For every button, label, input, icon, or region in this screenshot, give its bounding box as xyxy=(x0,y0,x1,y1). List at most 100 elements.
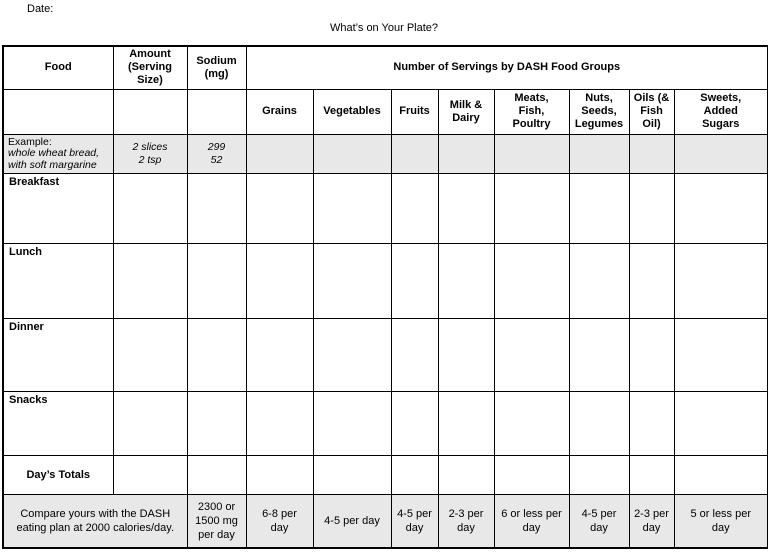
blank-cell xyxy=(437,455,495,496)
blank-cell xyxy=(245,243,314,320)
blank-cell xyxy=(628,391,675,457)
blank-cell xyxy=(245,391,314,457)
group-header-vegetables: Vegetables xyxy=(312,88,392,135)
blank-cell xyxy=(673,133,768,175)
blank-cell xyxy=(245,133,314,175)
blank-cell xyxy=(112,318,188,393)
blank-cell xyxy=(673,318,768,393)
blank-cell xyxy=(568,455,630,496)
blank-cell xyxy=(437,318,495,393)
blank-cell xyxy=(437,391,495,457)
group-header-oils: Oils (& Fish Oil) xyxy=(628,88,675,135)
blank-cell xyxy=(390,318,439,393)
blank-cell xyxy=(312,391,392,457)
blank-cell xyxy=(628,455,675,496)
blank-cell xyxy=(493,455,570,496)
header-servings-group: Number of Servings by DASH Food Groups xyxy=(245,45,768,90)
dash-worksheet-table: Food Amount (Serving Size) Sodium (mg) N… xyxy=(2,45,768,549)
header-row-groups: Grains Vegetables Fruits Milk & Dairy Me… xyxy=(2,88,768,135)
example-sodium-cell: 299 52 xyxy=(186,133,247,175)
meal-row-lunch: Lunch xyxy=(2,243,768,320)
blank-cell xyxy=(628,173,675,245)
blank-cell xyxy=(390,133,439,175)
blank-cell xyxy=(628,243,675,320)
blank-cell xyxy=(312,455,392,496)
date-label: Date: xyxy=(27,3,54,15)
blank-cell xyxy=(312,243,392,320)
blank-cell xyxy=(493,133,570,175)
blank-cell xyxy=(312,173,392,245)
group-header-sweets: Sweets, Added Sugars xyxy=(673,88,768,135)
blank-cell xyxy=(568,391,630,457)
footer-target-milk-dairy: 2-3 per day xyxy=(437,494,495,549)
header-spacer-amount xyxy=(112,88,188,135)
footer-target-oils: 2-3 per day xyxy=(628,494,675,549)
group-header-milk-dairy: Milk & Dairy xyxy=(437,88,495,135)
blank-cell xyxy=(673,243,768,320)
blank-cell xyxy=(568,318,630,393)
blank-cell xyxy=(673,455,768,496)
meal-row-snacks: Snacks xyxy=(2,391,768,457)
totals-row: Day’s Totals xyxy=(2,455,768,496)
meal-label-breakfast: Breakfast xyxy=(2,173,114,245)
blank-cell xyxy=(673,173,768,245)
header-row-main: Food Amount (Serving Size) Sodium (mg) N… xyxy=(2,45,768,90)
blank-cell xyxy=(186,455,247,496)
blank-cell xyxy=(568,133,630,175)
meal-label-dinner: Dinner xyxy=(2,318,114,393)
blank-cell xyxy=(245,455,314,496)
header-food: Food xyxy=(2,45,114,90)
group-header-fruits: Fruits xyxy=(390,88,439,135)
meal-label-snacks: Snacks xyxy=(2,391,114,457)
blank-cell xyxy=(437,173,495,245)
blank-cell xyxy=(628,318,675,393)
blank-cell xyxy=(245,318,314,393)
example-row: Example: whole wheat bread, with soft ma… xyxy=(2,133,768,175)
blank-cell xyxy=(493,243,570,320)
blank-cell xyxy=(390,243,439,320)
example-food-cell: Example: whole wheat bread, with soft ma… xyxy=(2,133,114,175)
footer-target-grains: 6-8 per day xyxy=(245,494,314,549)
blank-cell xyxy=(673,391,768,457)
blank-cell xyxy=(186,173,247,245)
footer-target-meats: 6 or less per day xyxy=(493,494,570,549)
example-label: Example: xyxy=(8,135,52,148)
blank-cell xyxy=(437,133,495,175)
group-header-nuts: Nuts, Seeds, Legumes xyxy=(568,88,630,135)
header-spacer-food xyxy=(2,88,114,135)
blank-cell xyxy=(112,173,188,245)
blank-cell xyxy=(186,318,247,393)
blank-cell xyxy=(390,173,439,245)
blank-cell xyxy=(628,133,675,175)
blank-cell xyxy=(312,318,392,393)
blank-cell xyxy=(112,455,188,496)
blank-cell xyxy=(245,173,314,245)
footer-sodium-target: 2300 or 1500 mg per day xyxy=(186,494,247,549)
footer-target-vegetables: 4-5 per day xyxy=(312,494,392,549)
meal-label-lunch: Lunch xyxy=(2,243,114,320)
blank-cell xyxy=(493,173,570,245)
footer-row: Compare yours with the DASH eating plan … xyxy=(2,494,768,549)
header-spacer-sodium xyxy=(186,88,247,135)
blank-cell xyxy=(186,391,247,457)
group-header-meats: Meats, Fish, Poultry xyxy=(493,88,570,135)
group-header-grains: Grains xyxy=(245,88,314,135)
footer-target-sweets: 5 or less per day xyxy=(673,494,768,549)
header-amount: Amount (Serving Size) xyxy=(112,45,188,90)
blank-cell xyxy=(312,133,392,175)
blank-cell xyxy=(112,391,188,457)
blank-cell xyxy=(493,318,570,393)
footer-target-fruits: 4-5 per day xyxy=(390,494,439,549)
blank-cell xyxy=(186,243,247,320)
example-amount-cell: 2 slices 2 tsp xyxy=(112,133,188,175)
blank-cell xyxy=(493,391,570,457)
totals-label: Day’s Totals xyxy=(2,455,114,496)
header-sodium: Sodium (mg) xyxy=(186,45,247,90)
blank-cell xyxy=(390,455,439,496)
blank-cell xyxy=(437,243,495,320)
blank-cell xyxy=(568,173,630,245)
blank-cell xyxy=(390,391,439,457)
footer-target-nuts: 4-5 per day xyxy=(568,494,630,549)
example-food-text: whole wheat bread, with soft margarine xyxy=(8,147,100,171)
footer-compare-note: Compare yours with the DASH eating plan … xyxy=(2,494,188,549)
